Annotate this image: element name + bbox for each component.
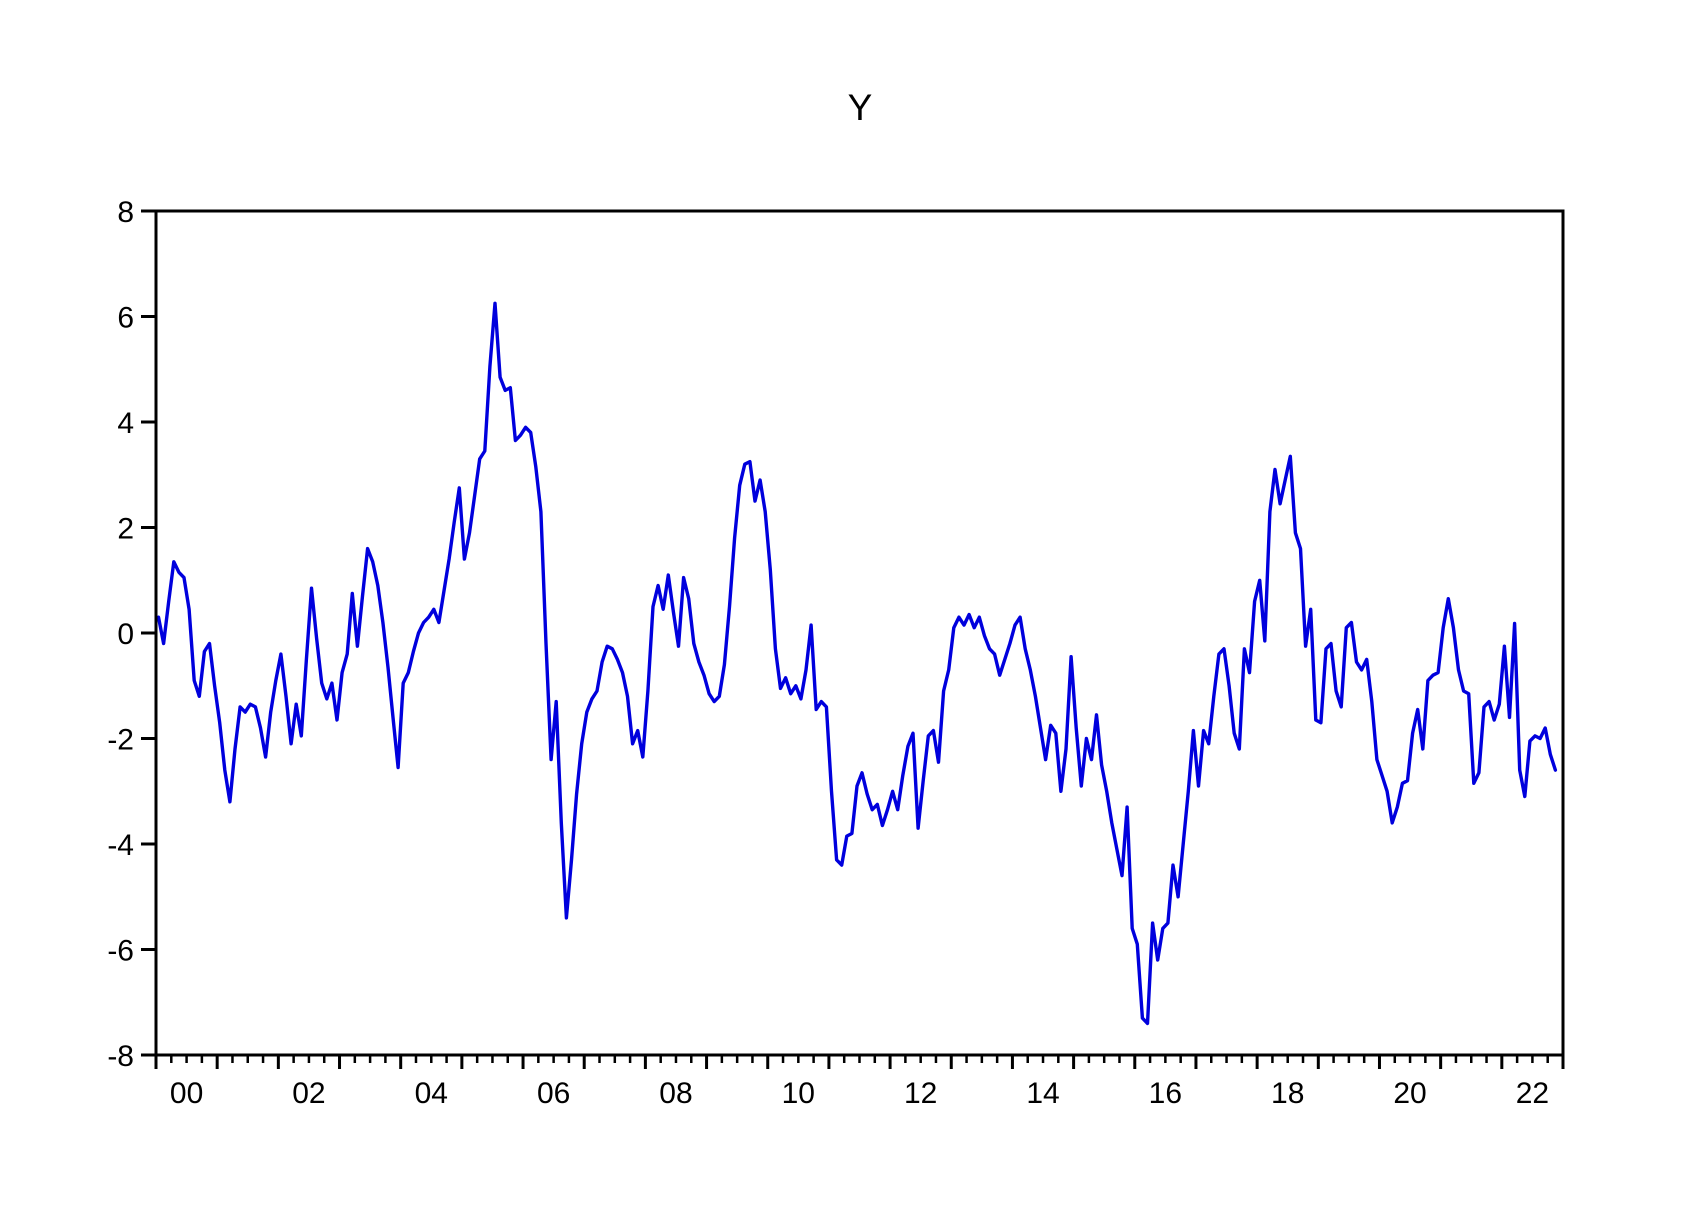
x-tick-label: 12 [904,1077,937,1110]
series-path-y [156,301,1558,1026]
y-tick-label: 8 [117,196,134,229]
y-tick-label: 2 [117,513,134,546]
x-tick-label: 04 [415,1077,448,1110]
y-tick-label: -2 [107,724,134,757]
x-tick-label: 10 [782,1077,815,1110]
plot-border [154,209,1565,1057]
x-tick-label: 00 [170,1077,203,1110]
y-axis-labels: 8 6 4 2 0 -2 -4 -6 -8 [107,196,134,1073]
x-tick-label: 22 [1516,1077,1549,1110]
y-axis-ticks [141,209,156,1057]
series-line-y [156,301,1558,1026]
x-tick-label: 06 [537,1077,570,1110]
y-tick-label: 4 [117,407,134,440]
y-tick-label: -8 [107,1040,134,1073]
x-tick-label: 18 [1271,1077,1304,1110]
x-tick-label: 08 [659,1077,692,1110]
chart-title: Y [848,87,873,128]
x-tick-label: 14 [1026,1077,1059,1110]
x-axis-ticks [154,1055,1565,1069]
y-tick-label: -6 [107,935,134,968]
x-axis-labels: 00 02 04 06 08 10 12 14 16 18 20 22 [170,1077,1549,1110]
y-tick-label: 6 [117,302,134,335]
y-tick-label: -4 [107,829,134,862]
x-tick-label: 16 [1149,1077,1182,1110]
x-tick-label: 02 [292,1077,325,1110]
y-tick-label: 0 [117,618,134,651]
x-tick-label: 20 [1393,1077,1426,1110]
